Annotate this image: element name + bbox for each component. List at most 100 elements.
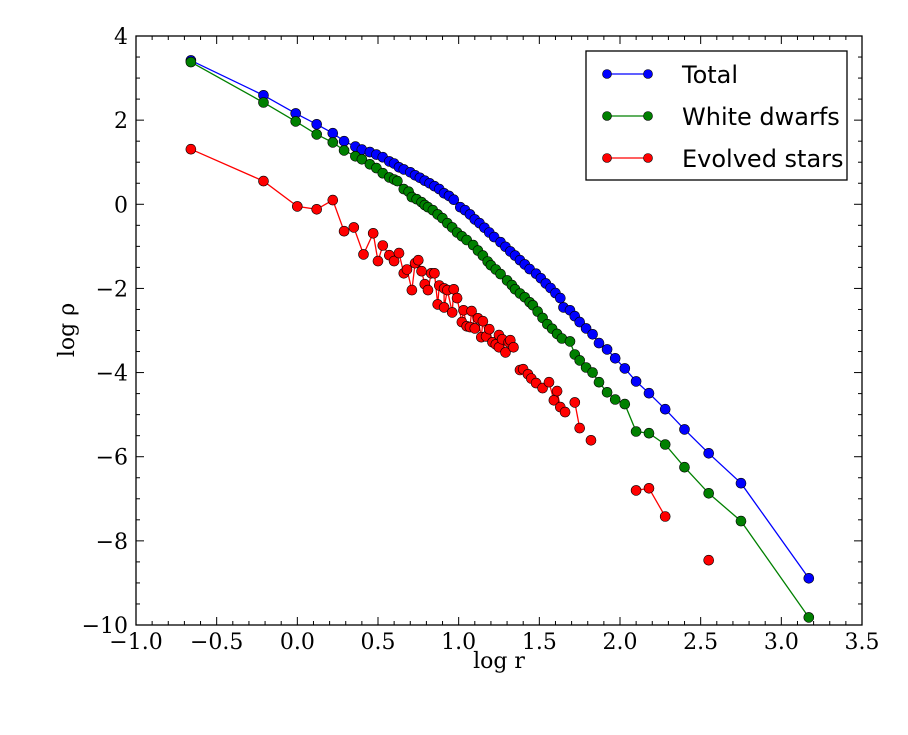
data-point-white-dwarfs [564, 336, 576, 347]
legend-entry-white-dwarfs: White dwarfs [602, 103, 840, 131]
data-point-evolved-stars [393, 247, 405, 259]
data-point-white-dwarfs [735, 515, 747, 527]
data-point-evolved-stars [401, 264, 413, 275]
x-tick-label: 1.0 [441, 630, 476, 655]
data-point-evolved-stars [469, 323, 481, 334]
data-point-evolved-stars [367, 228, 379, 239]
series-white-dwarfs [185, 56, 815, 623]
y-tick-label: 2 [114, 109, 128, 134]
data-point-evolved-stars [569, 397, 581, 408]
data-point-evolved-stars [185, 143, 197, 155]
y-tick-label: 0 [114, 193, 128, 218]
data-point-total [630, 376, 642, 387]
data-point-total [609, 352, 621, 364]
data-point-total [735, 477, 747, 489]
data-point-white-dwarfs [593, 376, 605, 388]
legend-label-white-dwarfs: White dwarfs [682, 103, 840, 131]
data-point-evolved-stars [451, 292, 463, 304]
y-tick-label: −4 [96, 362, 128, 387]
data-point-white-dwarfs [185, 56, 197, 68]
data-point-evolved-stars [659, 511, 671, 522]
data-point-evolved-stars [372, 255, 384, 267]
data-point-evolved-stars [377, 240, 389, 251]
data-point-evolved-stars [358, 249, 369, 260]
data-point-white-dwarfs [587, 367, 598, 378]
x-tick-label: 1.5 [522, 630, 557, 655]
data-point-evolved-stars [406, 284, 418, 296]
data-point-white-dwarfs [601, 386, 613, 398]
data-point-evolved-stars [348, 222, 360, 233]
data-point-total [601, 344, 613, 355]
data-point-evolved-stars [543, 376, 555, 388]
legend-marker-total [602, 69, 612, 79]
data-point-total [679, 424, 690, 435]
y-tick-label: 4 [114, 25, 128, 50]
x-tick-label: 3.0 [764, 630, 799, 655]
y-tick-label: −8 [96, 530, 128, 555]
data-point-white-dwarfs [609, 394, 621, 405]
legend-marker-evolved-stars [643, 153, 653, 163]
data-point-evolved-stars [429, 267, 440, 279]
legend-label-evolved-stars: Evolved stars [682, 145, 844, 173]
data-point-evolved-stars [446, 307, 458, 318]
legend-label-total: Total [681, 61, 738, 89]
data-point-white-dwarfs [327, 137, 339, 148]
data-point-evolved-stars [291, 201, 303, 212]
data-point-white-dwarfs [258, 97, 269, 108]
data-point-evolved-stars [416, 265, 427, 277]
data-point-white-dwarfs [703, 487, 715, 499]
series-layer [185, 55, 815, 623]
data-point-evolved-stars [311, 204, 323, 215]
legend-marker-white-dwarfs [643, 111, 653, 121]
data-point-total [587, 328, 598, 340]
data-point-total [554, 292, 566, 304]
data-point-white-dwarfs [338, 145, 350, 156]
data-point-total [619, 363, 631, 374]
x-tick-label: 2.5 [683, 630, 718, 655]
data-point-evolved-stars [412, 254, 424, 266]
data-point-white-dwarfs [803, 612, 815, 623]
data-point-total [643, 387, 655, 399]
ticks-layer [135, 35, 863, 626]
x-tick-label: −0.5 [190, 630, 243, 655]
x-tick-label: 0.5 [361, 630, 396, 655]
data-point-evolved-stars [500, 347, 511, 358]
data-point-white-dwarfs [679, 461, 690, 473]
legend-entry-total: Total [602, 61, 738, 89]
x-tick-label: 3.5 [845, 630, 880, 655]
data-point-evolved-stars [574, 422, 586, 434]
axes-frame [135, 35, 863, 626]
data-point-evolved-stars [551, 385, 563, 397]
y-tick-label: −2 [96, 277, 128, 302]
data-point-total [574, 316, 586, 328]
legend-marker-evolved-stars [602, 153, 612, 163]
data-point-evolved-stars [630, 485, 642, 496]
data-point-evolved-stars [643, 482, 655, 494]
data-point-white-dwarfs [630, 426, 642, 437]
data-point-evolved-stars [438, 302, 450, 313]
data-point-total [803, 572, 815, 584]
legend-marker-white-dwarfs [602, 111, 612, 121]
data-point-total [659, 403, 671, 415]
data-point-evolved-stars [483, 323, 495, 335]
x-tick-label: 0.0 [280, 630, 315, 655]
data-point-evolved-stars [448, 283, 460, 295]
y-tick-label: −6 [96, 446, 128, 471]
data-point-white-dwarfs [574, 355, 586, 366]
legend-entry-evolved-stars: Evolved stars [602, 145, 844, 173]
series-total [185, 55, 815, 584]
legend-marker-total [643, 69, 653, 79]
data-point-white-dwarfs [495, 268, 506, 280]
x-axis-label: log r [473, 649, 525, 674]
data-point-evolved-stars [466, 305, 477, 317]
data-point-total [327, 127, 339, 139]
data-point-total [448, 194, 460, 205]
data-point-evolved-stars [703, 554, 715, 566]
x-tick-label: 2.0 [603, 630, 638, 655]
data-point-white-dwarfs [290, 116, 302, 127]
data-point-white-dwarfs [392, 175, 403, 187]
data-point-evolved-stars [388, 255, 400, 267]
tick-labels: −1.0 −0.5 0.0 0.5 1.0 1.5 2.0 2.5 3.0 3.5 4 2 0 −2 −4 −… [82, 25, 880, 655]
data-point-white-dwarfs [659, 439, 671, 450]
